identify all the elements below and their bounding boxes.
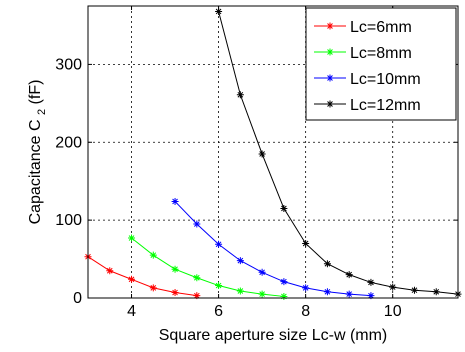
data-point <box>323 260 331 268</box>
y-tick-label: 100 <box>55 212 82 229</box>
y-tick-label: 200 <box>55 134 82 151</box>
series-line <box>131 237 284 297</box>
data-point <box>389 283 397 291</box>
legend-entry: Lc=8mm <box>314 45 412 62</box>
data-point <box>236 257 244 265</box>
legend-swatch-marker <box>326 22 334 30</box>
legend-entry: Lc=12mm <box>314 97 421 114</box>
legend-swatch-marker <box>326 100 334 108</box>
data-point <box>128 275 136 283</box>
data-point <box>215 7 223 15</box>
data-point <box>258 268 266 276</box>
data-point <box>280 278 288 286</box>
data-point <box>171 265 179 273</box>
data-point <box>432 288 440 296</box>
series-lc-8mm <box>128 234 288 300</box>
data-point <box>149 251 157 259</box>
data-point <box>106 267 114 275</box>
data-point <box>128 234 136 242</box>
data-point <box>258 150 266 158</box>
legend-label: Lc=8mm <box>350 45 412 62</box>
data-point <box>193 274 201 282</box>
data-point <box>302 284 310 292</box>
series-lc-12mm <box>215 7 462 298</box>
series-line <box>87 256 197 297</box>
legend-entry: Lc=6mm <box>314 19 412 36</box>
data-point <box>193 220 201 228</box>
y-axis-title: Capacitance C 2 (fF) <box>27 80 49 225</box>
data-point <box>236 287 244 295</box>
grid-lines <box>88 6 458 298</box>
data-point <box>410 286 418 294</box>
y-tick-label: 0 <box>73 290 82 307</box>
series-lc-10mm <box>171 197 375 300</box>
data-point <box>280 292 288 300</box>
legend-swatch-marker <box>326 74 334 82</box>
data-point <box>280 204 288 212</box>
series-lc-6mm <box>84 253 201 300</box>
data-point <box>345 290 353 298</box>
data-point <box>323 288 331 296</box>
plot-area-frame <box>87 5 459 299</box>
series-group <box>84 7 462 300</box>
data-point <box>345 271 353 279</box>
data-point <box>215 282 223 290</box>
x-tick-label: 8 <box>301 303 310 320</box>
data-point <box>193 292 201 300</box>
data-point <box>215 240 223 248</box>
data-point <box>258 290 266 298</box>
legend-label: Lc=6mm <box>350 19 412 36</box>
legend-label: Lc=10mm <box>350 71 421 88</box>
legend-entry: Lc=10mm <box>314 71 421 88</box>
x-tick-label: 4 <box>127 303 136 320</box>
series-line <box>218 11 459 295</box>
y-axis-title-unit: (fF) <box>27 80 44 105</box>
legend-swatch-marker <box>326 48 334 56</box>
y-axis-title-main: Capacitance C <box>27 119 44 224</box>
legend-label: Lc=12mm <box>350 97 421 114</box>
x-axis-title: Square aperture size Lc-w (mm) <box>159 327 388 344</box>
y-tick-label: 300 <box>55 56 82 73</box>
data-point <box>367 292 375 300</box>
x-tick-label: 6 <box>214 303 223 320</box>
legend: Lc=6mm Lc=8mm Lc=10mm Lc=12mm <box>305 7 457 121</box>
y-axis-title-subscript: 2 <box>36 109 48 115</box>
data-point <box>171 197 179 205</box>
series-line <box>174 201 371 297</box>
data-point <box>236 91 244 99</box>
x-tick-label: 10 <box>384 303 402 320</box>
data-point <box>171 289 179 297</box>
data-point <box>149 284 157 292</box>
data-point <box>367 278 375 286</box>
data-point <box>302 239 310 247</box>
